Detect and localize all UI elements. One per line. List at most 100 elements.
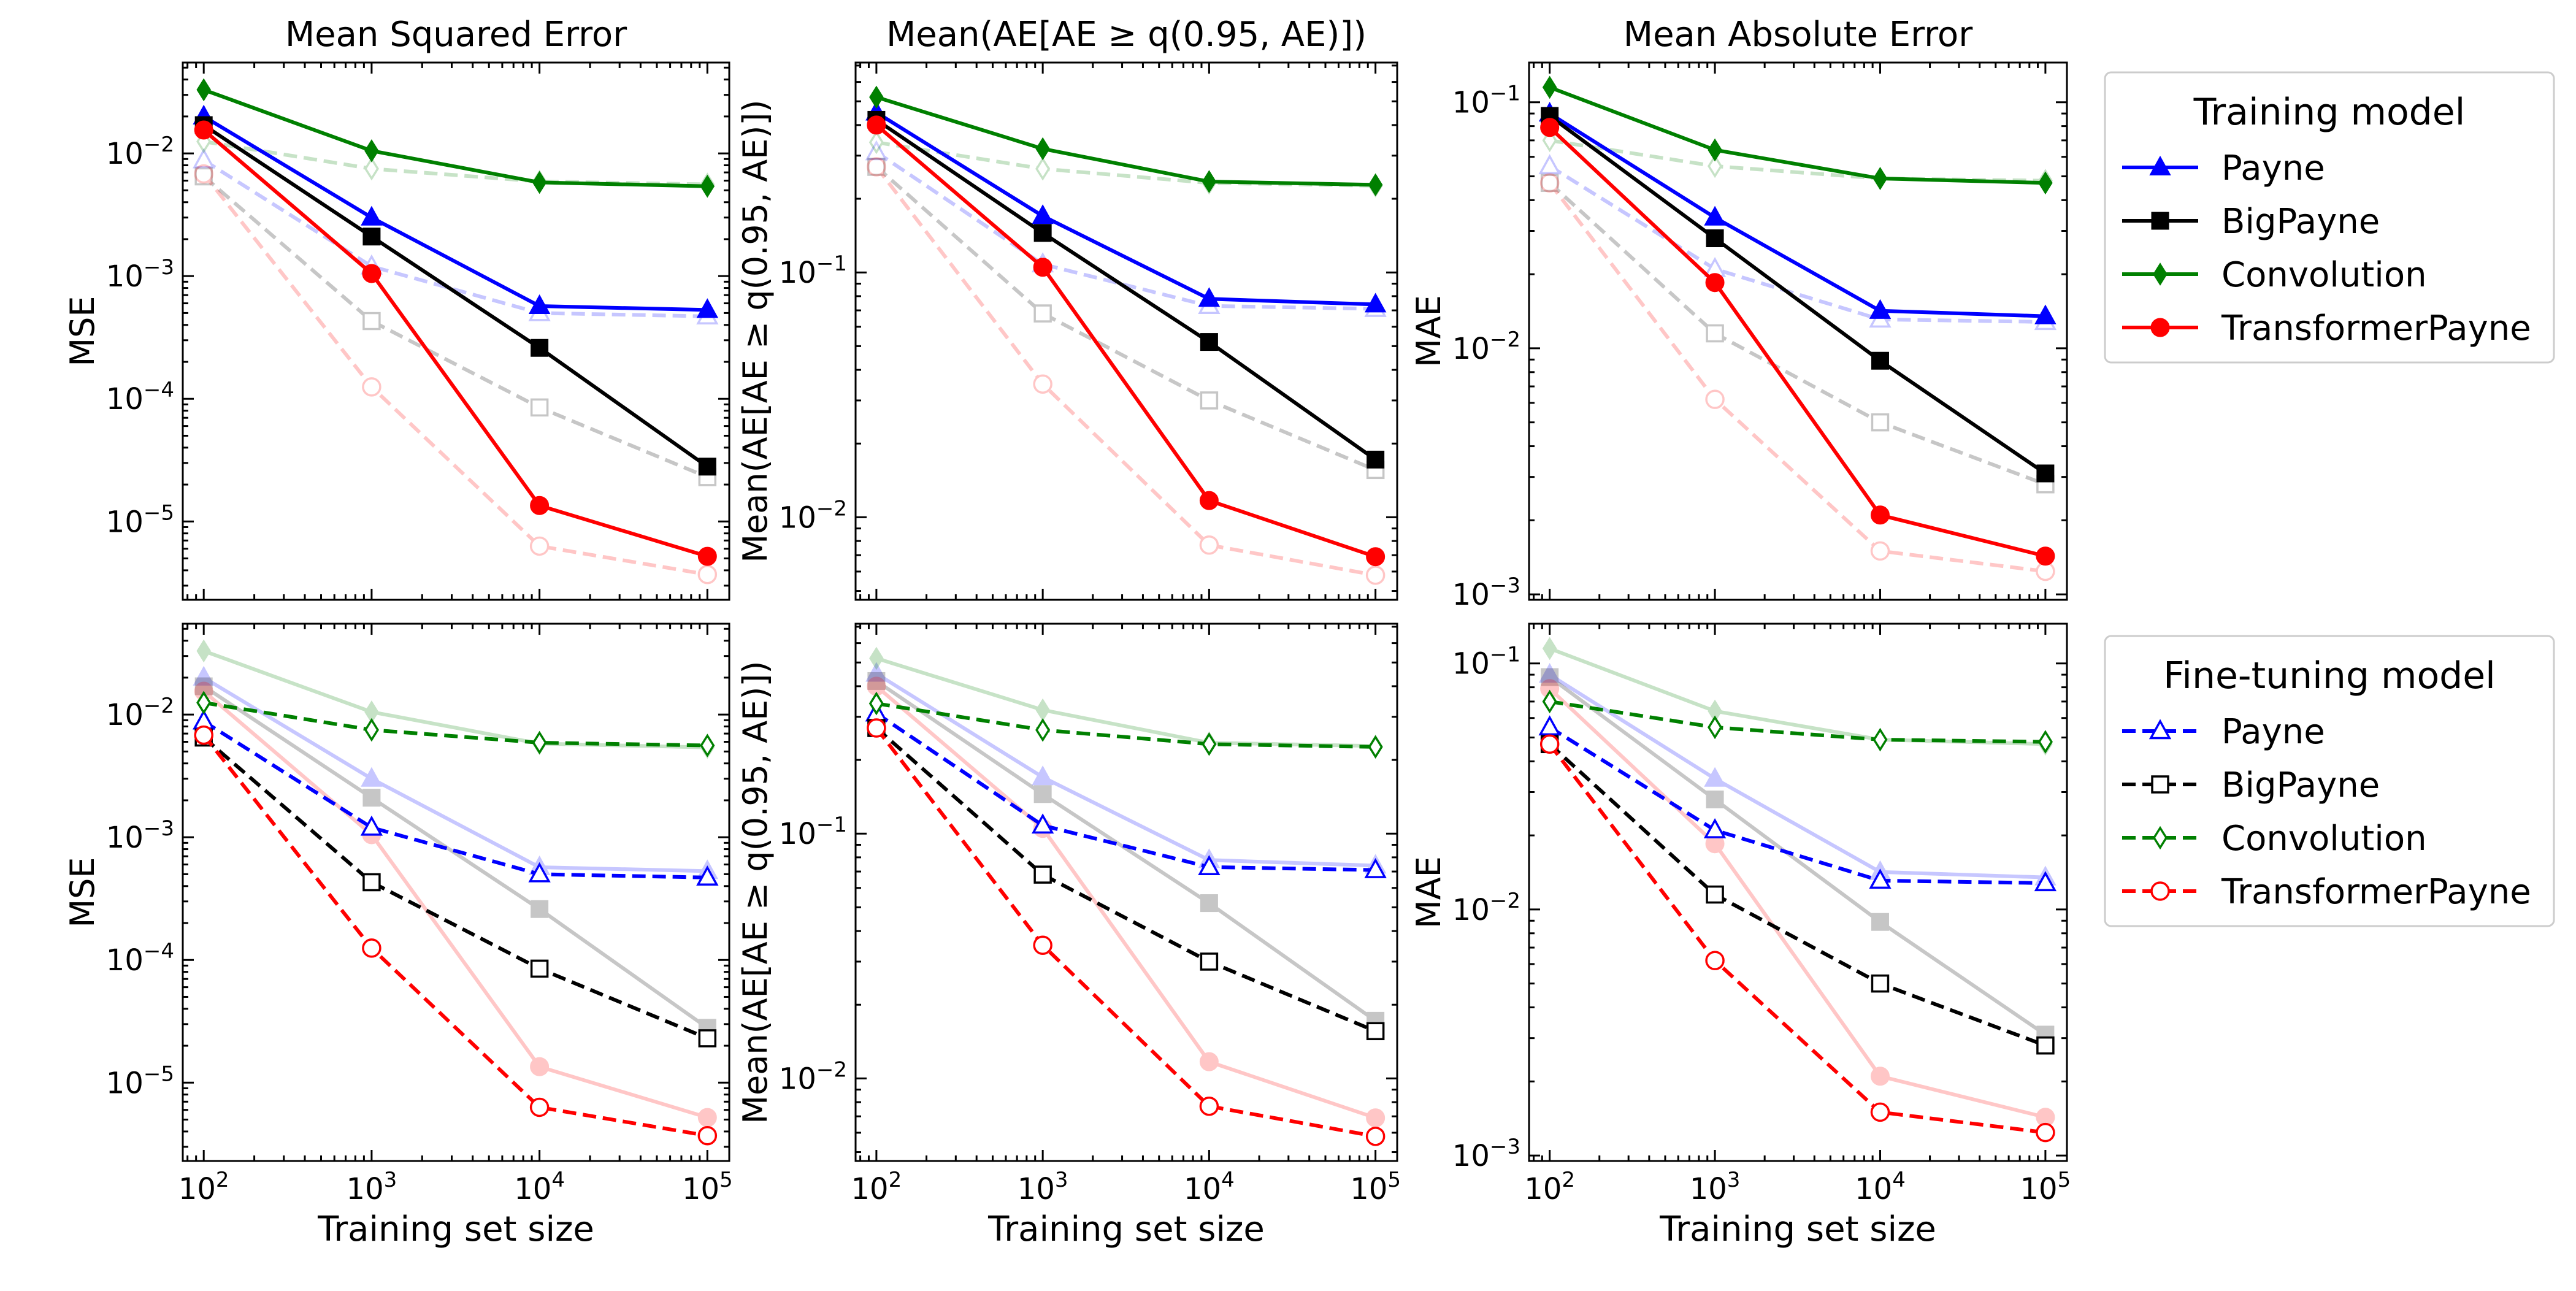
data-point — [2034, 871, 2057, 892]
legend-finetuning: Fine-tuning model Payne BigPayne Convolutio… — [2104, 635, 2555, 927]
x-tick-label: 103 — [1018, 1168, 1068, 1206]
data-point — [1368, 735, 1383, 759]
x-tick-label: 103 — [347, 1168, 397, 1206]
y-tick-label: 10−2 — [1452, 889, 1520, 927]
data-point — [1542, 689, 1557, 714]
series-line — [202, 719, 708, 879]
data-point — [364, 156, 379, 181]
data-point — [196, 691, 212, 715]
y-tick-label: 10−2 — [106, 132, 174, 171]
series-training-payne — [865, 101, 1387, 313]
data-point — [1199, 491, 1219, 510]
data-point — [1873, 167, 1888, 190]
x-tick-label: 105 — [682, 1168, 733, 1206]
series-line — [202, 128, 708, 558]
series-finetuning-transformerpayne — [194, 725, 718, 1146]
legend-item-bigpayne: BigPayne — [2122, 765, 2380, 805]
data-point — [869, 646, 884, 670]
y-tick-label: 10−1 — [779, 813, 847, 851]
series-line — [202, 175, 708, 479]
data-point — [1200, 333, 1218, 351]
y-axis-label: MAE — [1409, 295, 1448, 367]
legend-label: BigPayne — [2221, 765, 2380, 805]
axis-frame — [182, 623, 730, 1162]
legend-item-transformerpayne: TransformerPayne — [2122, 872, 2531, 912]
series-training-convolution — [1542, 637, 2053, 756]
y-tick-label: 10−2 — [779, 496, 847, 535]
data-point — [867, 157, 886, 177]
series-line — [1549, 164, 2045, 324]
data-point — [362, 312, 381, 331]
data-point — [194, 167, 213, 186]
data-point — [1871, 413, 1890, 432]
series-line — [202, 689, 708, 1119]
data-point — [697, 1125, 718, 1146]
data-point — [1705, 273, 1725, 293]
data-point — [361, 205, 383, 226]
x-axis-label: Training set size — [1659, 1209, 1936, 1249]
data-point — [193, 148, 215, 169]
data-point — [1703, 818, 1727, 838]
data-point — [528, 862, 551, 883]
series-line — [203, 649, 708, 749]
data-point — [1870, 1067, 1890, 1086]
axis-frame — [854, 623, 1398, 1162]
data-point — [2038, 171, 2053, 195]
data-point — [196, 639, 211, 663]
x-tick-label: 104 — [514, 1168, 565, 1206]
series-finetuning-bigpayne — [1540, 174, 2055, 494]
data-point — [194, 120, 213, 140]
data-point — [362, 938, 381, 958]
legend-item-payne: Payne — [2122, 712, 2325, 752]
series-line — [202, 123, 709, 469]
series-line — [875, 727, 1376, 1138]
series-line — [202, 736, 708, 1040]
y-axis-label: Mean(AE[AE ≥ q(0.95, AE)]) — [736, 99, 775, 562]
data-point — [530, 1057, 550, 1076]
data-point — [2037, 730, 2053, 754]
panel-title: Mean(AE[AE ≥ q(0.95, AE)]) — [886, 15, 1367, 55]
series-finetuning-transformerpayne — [1539, 734, 2055, 1143]
data-point — [529, 536, 550, 556]
legend-title: Training model — [2193, 91, 2466, 134]
data-point — [865, 662, 887, 682]
data-point — [194, 725, 213, 745]
data-point — [531, 900, 549, 918]
panel-title: Mean Absolute Error — [1623, 15, 1973, 55]
series-finetuning-transformerpayne — [867, 157, 1386, 585]
data-point — [1200, 952, 1219, 971]
series-training-transformerpayne — [194, 120, 717, 566]
series-finetuning-payne — [1538, 715, 2057, 892]
legend-training: Training model Payne BigPayne Convolution Tr… — [2104, 71, 2555, 364]
data-point — [1035, 156, 1051, 181]
legend-item-bigpayne: BigPayne — [2122, 202, 2380, 242]
series-line — [876, 140, 1376, 188]
series-line — [875, 123, 1376, 559]
data-point — [362, 789, 381, 807]
data-point — [1365, 1127, 1386, 1146]
data-point — [1704, 205, 1726, 226]
series-line — [1549, 646, 2045, 746]
y-axis-label: Mean(AE[AE ≥ q(0.95, AE)]) — [736, 661, 775, 1124]
data-point — [868, 130, 884, 155]
series-finetuning-bigpayne — [1540, 735, 2055, 1055]
data-point — [1033, 785, 1052, 803]
data-point — [1870, 1102, 1890, 1122]
series-line — [1548, 675, 2047, 1036]
data-point — [867, 158, 886, 176]
series-training-payne — [1538, 662, 2057, 886]
series-finetuning-transformerpayne — [867, 718, 1386, 1146]
data-point — [1539, 734, 1560, 754]
data-point — [1704, 767, 1726, 787]
series-finetuning-bigpayne — [867, 158, 1385, 480]
series-training-transformerpayne — [1540, 118, 2055, 566]
data-point — [867, 115, 886, 135]
data-point — [1198, 855, 1221, 876]
data-point — [1870, 541, 1890, 561]
series-line — [1549, 673, 2045, 879]
data-point — [1199, 1096, 1219, 1116]
x-tick-label: 104 — [1184, 1168, 1235, 1206]
x-tick-label: 105 — [1350, 1168, 1401, 1206]
